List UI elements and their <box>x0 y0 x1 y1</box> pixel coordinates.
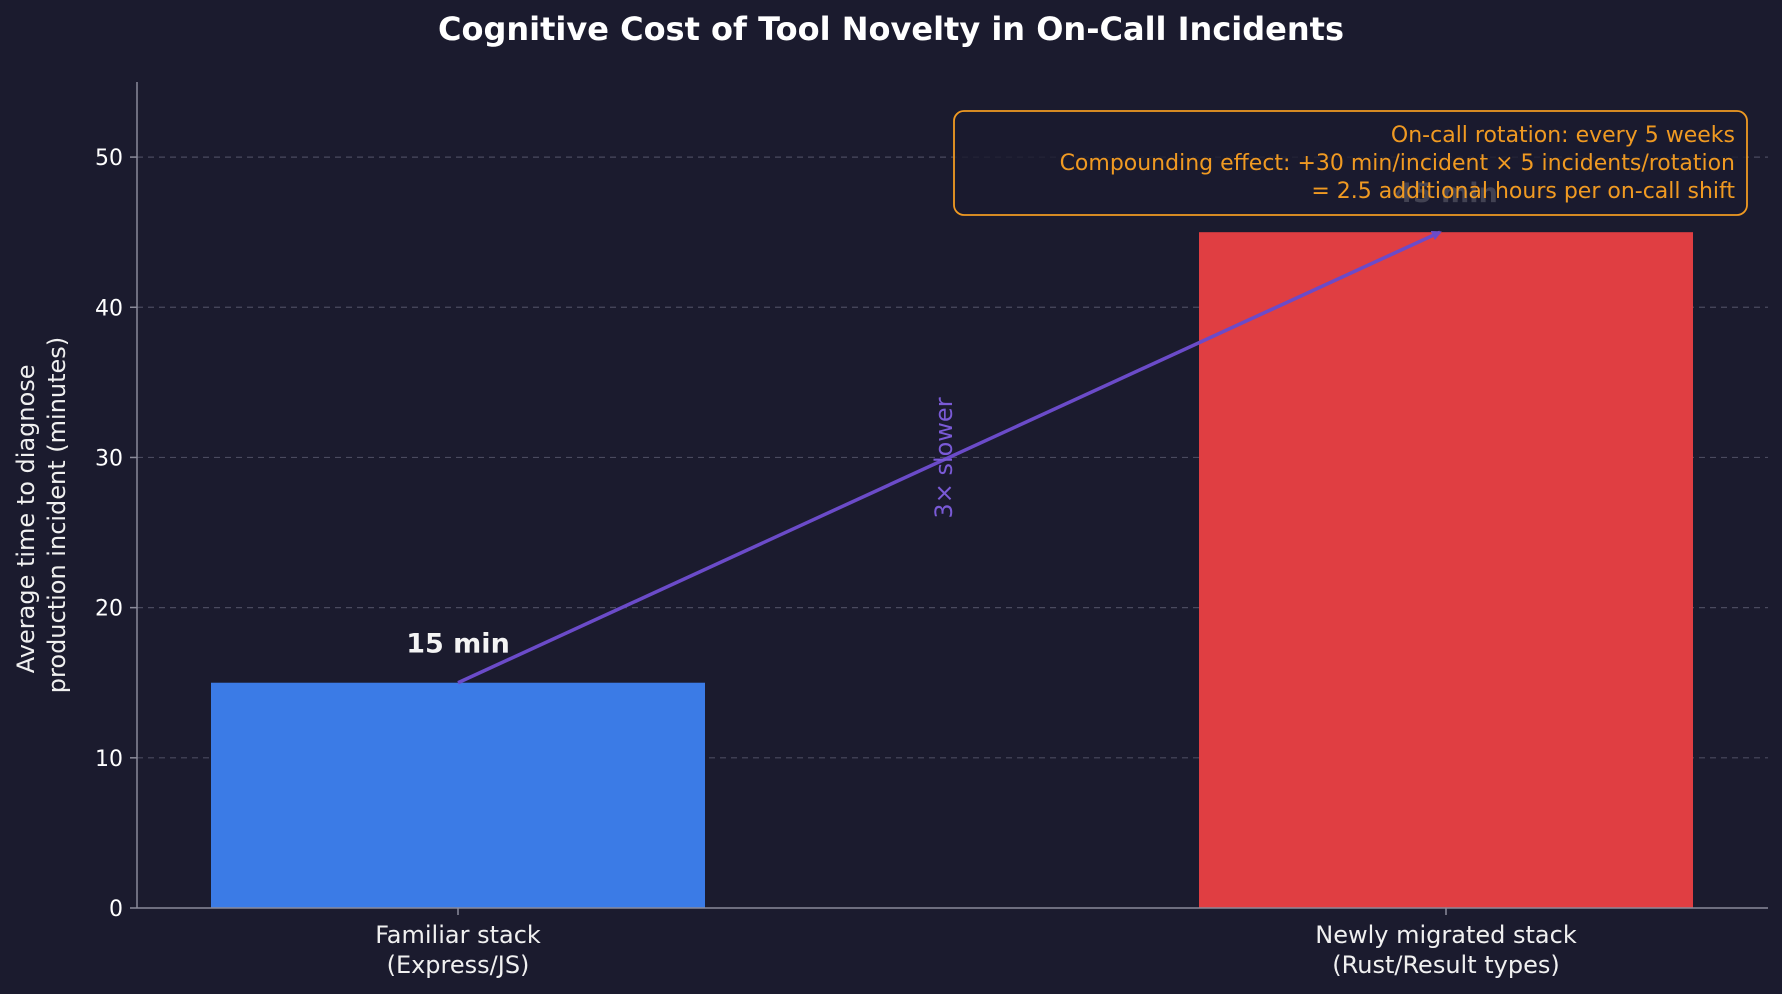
y-axis-label-line-2: production incident (minutes) <box>43 337 71 693</box>
annotation-box: On-call rotation: every 5 weeks Compoundi… <box>953 110 1748 216</box>
y-axis-label-line-1: Average time to diagnose <box>12 364 40 673</box>
x-tick-label: Newly migrated stack (Rust/Result types) <box>1315 921 1577 979</box>
bar <box>1199 232 1693 908</box>
annotation-frame <box>953 110 1748 216</box>
axes: 0 10 20 30 40 50 Familiar stack (Express/JS) New… <box>95 82 1768 979</box>
annotation-line: Compounding effect: +30 min/incident × 5… <box>1060 151 1735 176</box>
bar <box>211 682 705 908</box>
arrow-label: 3× slower <box>930 397 958 518</box>
y-tick-label: 0 <box>109 897 123 922</box>
y-axis-label: Average time to diagnose production inci… <box>12 337 71 693</box>
y-tick-label: 30 <box>95 446 123 471</box>
arrow-line <box>457 230 1442 685</box>
x-tick-label-line: (Rust/Result types) <box>1332 951 1559 979</box>
bars <box>211 232 1693 908</box>
annotation-line: = 2.5 additional hours per on-call shift <box>1311 179 1735 204</box>
bar-value-label: 15 min <box>406 629 510 660</box>
chart-title: Cognitive Cost of Tool Novelty in On-Cal… <box>438 10 1344 48</box>
comparison-arrow: 3× slower <box>457 230 1442 685</box>
x-tick-label-line: Newly migrated stack <box>1315 921 1577 949</box>
y-tick-label: 20 <box>95 597 123 622</box>
x-tick-label-line: Familiar stack <box>375 921 541 949</box>
y-tick-label: 50 <box>95 146 123 171</box>
y-tick-label: 10 <box>95 747 123 772</box>
annotation-line: On-call rotation: every 5 weeks <box>1391 123 1735 148</box>
x-tick-label: Familiar stack (Express/JS) <box>375 921 541 979</box>
x-tick-label-line: (Express/JS) <box>387 951 530 979</box>
y-tick-label: 40 <box>95 296 123 321</box>
